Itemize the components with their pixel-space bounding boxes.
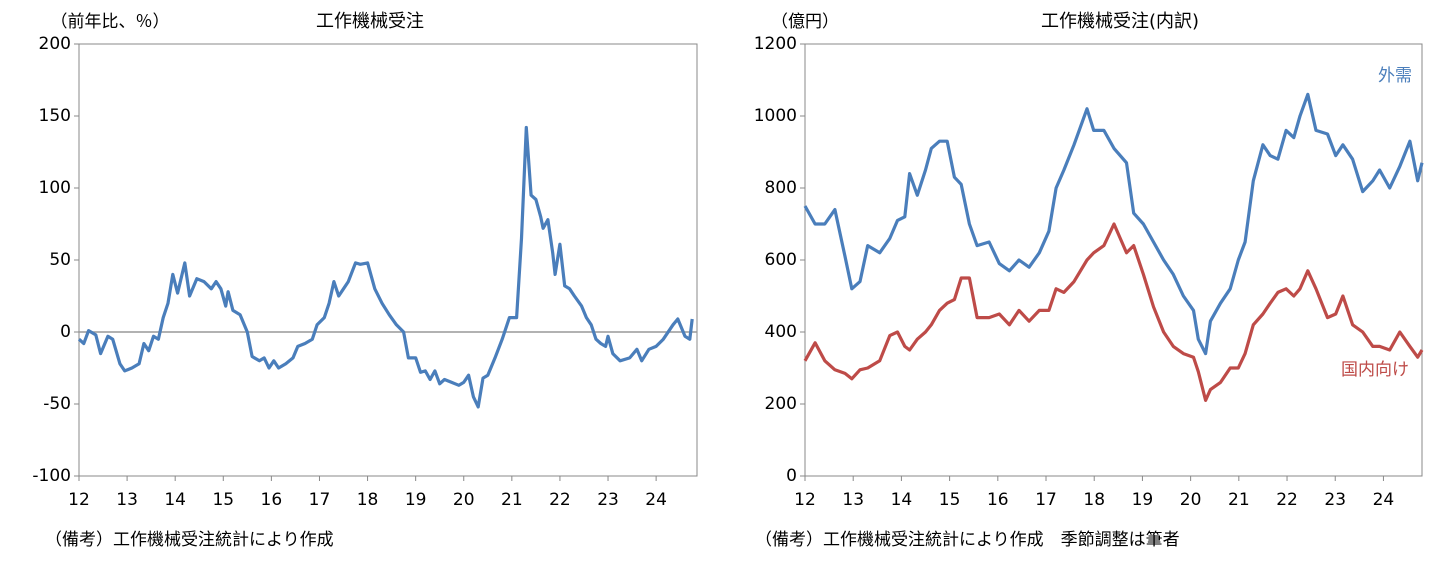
x-tick-label: 15 bbox=[212, 490, 234, 510]
x-tick-label: 13 bbox=[842, 490, 864, 510]
y-tick-label: -50 bbox=[43, 394, 71, 414]
y-tick-label: 400 bbox=[765, 322, 797, 342]
x-tick-label: 13 bbox=[116, 490, 138, 510]
y-tick-label: 600 bbox=[765, 250, 797, 270]
x-tick-label: 24 bbox=[1373, 490, 1395, 510]
y-tick-label: 150 bbox=[39, 106, 71, 126]
x-tick-label: 14 bbox=[891, 490, 913, 510]
plot-frame bbox=[804, 43, 1423, 477]
x-tick-label: 17 bbox=[309, 490, 331, 510]
y-tick-label: 50 bbox=[49, 250, 71, 270]
x-tick-label: 18 bbox=[357, 490, 379, 510]
x-tick-label: 12 bbox=[68, 490, 90, 510]
series-line bbox=[803, 92, 1424, 356]
y-tick-label: 200 bbox=[39, 34, 71, 54]
y-tick-label: 100 bbox=[39, 178, 71, 198]
x-tick-label: 16 bbox=[987, 490, 1009, 510]
y-tick-label: 0 bbox=[786, 466, 797, 486]
y-axis-label: （前年比、％） bbox=[51, 12, 170, 32]
x-tick-label: 22 bbox=[549, 490, 571, 510]
y-tick-label: 1200 bbox=[754, 34, 797, 54]
x-tick-label: 20 bbox=[453, 490, 475, 510]
y-tick-label: 200 bbox=[765, 394, 797, 414]
series-label: 国内向け bbox=[1341, 360, 1409, 380]
y-tick-label: 0 bbox=[60, 322, 71, 342]
x-tick-label: 18 bbox=[1083, 490, 1105, 510]
series-line bbox=[803, 222, 1424, 402]
y-tick-label: -100 bbox=[32, 466, 71, 486]
note: （備考）工作機械受注統計により作成 bbox=[45, 530, 334, 550]
y-tick-label: 800 bbox=[765, 178, 797, 198]
series-label: 外需 bbox=[1378, 66, 1412, 86]
chart-title: 工作機械受注 bbox=[316, 11, 424, 32]
x-tick-label: 17 bbox=[1035, 490, 1057, 510]
x-tick-label: 12 bbox=[794, 490, 816, 510]
x-tick-label: 20 bbox=[1180, 490, 1202, 510]
x-tick-label: 23 bbox=[597, 490, 619, 510]
plot-frame bbox=[78, 43, 698, 477]
y-axis-label: （億円） bbox=[771, 12, 839, 32]
series-line bbox=[77, 125, 694, 409]
x-tick-label: 19 bbox=[405, 490, 427, 510]
x-tick-label: 16 bbox=[261, 490, 283, 510]
y-tick-label: 1000 bbox=[754, 106, 797, 126]
x-tick-label: 23 bbox=[1324, 490, 1346, 510]
x-tick-label: 21 bbox=[1228, 490, 1250, 510]
x-tick-label: 24 bbox=[645, 490, 667, 510]
x-tick-label: 14 bbox=[164, 490, 186, 510]
x-tick-label: 19 bbox=[1132, 490, 1154, 510]
x-tick-label: 22 bbox=[1276, 490, 1298, 510]
x-tick-label: 15 bbox=[939, 490, 961, 510]
note: （備考）工作機械受注統計により作成 季節調整は筆者 bbox=[755, 530, 1180, 550]
x-tick-label: 21 bbox=[501, 490, 523, 510]
chart-title: 工作機械受注(内訳) bbox=[1041, 11, 1199, 32]
